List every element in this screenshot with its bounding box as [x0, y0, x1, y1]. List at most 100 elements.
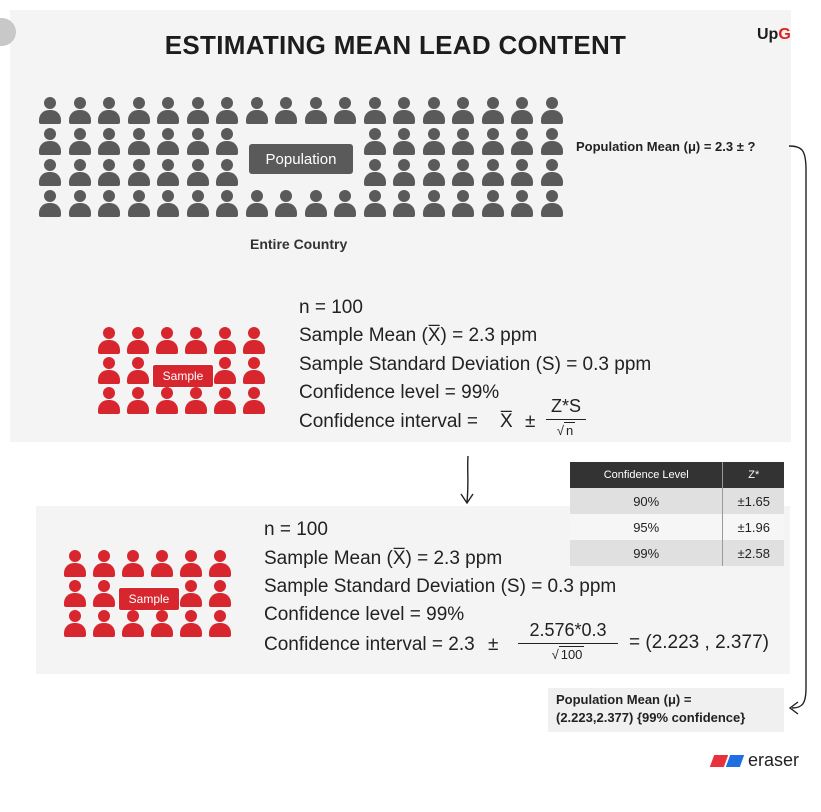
sample-n-bottom: n = 100	[264, 519, 328, 540]
ci-numerator-bottom: 2.576*0.3	[518, 620, 618, 644]
sample-sd-bottom: Sample Standard Deviation (S) = 0.3 ppm	[264, 576, 617, 597]
person-icon	[97, 327, 121, 354]
person-icon	[242, 327, 266, 354]
person-icon	[38, 128, 62, 155]
table-cell: 90%	[570, 488, 724, 514]
population-mean-label: Population Mean (μ) = 2.3 ± ?	[576, 139, 756, 154]
z-table-header-level: Confidence Level	[570, 462, 724, 488]
ci-prefix-bottom: Confidence interval = 2.3	[264, 634, 475, 655]
person-icon	[422, 190, 446, 217]
person-icon	[245, 190, 269, 217]
confidence-level-top: Confidence level = 99%	[299, 382, 500, 403]
person-icon	[68, 97, 92, 124]
table-cell: 99%	[570, 540, 724, 566]
sample-badge-top: Sample	[152, 364, 214, 388]
person-icon	[92, 550, 116, 577]
person-icon	[215, 128, 239, 155]
person-icon	[245, 97, 269, 124]
person-icon	[510, 190, 534, 217]
brand-accent: G	[778, 26, 791, 43]
person-icon	[242, 387, 266, 414]
person-icon	[97, 190, 121, 217]
person-icon	[156, 97, 180, 124]
person-icon	[363, 128, 387, 155]
person-icon	[274, 97, 298, 124]
person-icon	[510, 97, 534, 124]
connector-arrow-icon	[788, 145, 807, 715]
sample-n-top: n = 100	[299, 297, 363, 318]
down-arrow-icon	[460, 455, 474, 505]
sample-mean-top: Sample Mean (X̅) = 2.3 ppm	[299, 325, 538, 346]
ci-pm-bottom: ±	[488, 634, 499, 655]
person-icon	[451, 159, 475, 186]
person-icon	[242, 357, 266, 384]
person-icon	[208, 610, 232, 637]
person-icon	[392, 97, 416, 124]
eraser-mark-blue-icon	[725, 754, 745, 767]
person-icon	[156, 190, 180, 217]
person-icon	[63, 550, 87, 577]
brand-prefix: Up	[757, 26, 779, 43]
table-cell: ±1.96	[722, 514, 784, 540]
eraser-brand: eraser	[748, 750, 800, 770]
person-icon	[451, 190, 475, 217]
z-table-header-z: Z*	[722, 462, 784, 488]
person-icon	[156, 128, 180, 155]
person-icon	[97, 387, 121, 414]
person-icon	[481, 159, 505, 186]
person-icon	[186, 128, 210, 155]
person-icon	[68, 128, 92, 155]
person-icon	[184, 387, 208, 414]
population-badge: Population	[249, 144, 353, 174]
population-caption: Entire Country	[250, 236, 348, 252]
person-icon	[97, 97, 121, 124]
person-icon	[127, 159, 151, 186]
table-row: 99% ±2.58	[570, 540, 784, 566]
person-icon	[392, 159, 416, 186]
ci-denominator-bottom: √ 100	[551, 646, 585, 662]
person-icon	[481, 97, 505, 124]
person-icon	[97, 159, 121, 186]
person-icon	[127, 190, 151, 217]
person-icon	[363, 97, 387, 124]
person-icon	[155, 387, 179, 414]
ci-pm-top: ±	[525, 411, 536, 432]
person-icon	[97, 128, 121, 155]
ci-denominator-top: √ n	[556, 422, 576, 438]
person-icon	[97, 357, 121, 384]
person-icon	[179, 550, 203, 577]
person-icon	[304, 97, 328, 124]
person-icon	[38, 159, 62, 186]
person-icon	[126, 387, 150, 414]
scroll-tab[interactable]	[0, 18, 16, 46]
person-icon	[422, 128, 446, 155]
ci-result: = (2.223 , 2.377)	[629, 632, 769, 653]
final-result-line1: Population Mean (μ) =	[556, 692, 692, 707]
person-icon	[363, 159, 387, 186]
final-result-box: Population Mean (μ) = (2.223,2.377) {99%…	[548, 688, 784, 732]
person-icon	[208, 580, 232, 607]
person-icon	[68, 159, 92, 186]
person-icon	[127, 128, 151, 155]
person-icon	[68, 190, 92, 217]
person-icon	[451, 97, 475, 124]
table-cell: ±1.65	[722, 488, 784, 514]
person-icon	[150, 610, 174, 637]
person-icon	[126, 357, 150, 384]
person-icon	[215, 190, 239, 217]
brand-logo: UpG	[757, 26, 791, 44]
person-icon	[510, 159, 534, 186]
person-icon	[213, 357, 237, 384]
table-row: 95% ±1.96	[570, 514, 784, 540]
person-icon	[333, 190, 357, 217]
person-icon	[186, 97, 210, 124]
person-icon	[63, 580, 87, 607]
sample-mean-bottom: Sample Mean (X̅) = 2.3 ppm	[264, 548, 503, 569]
person-icon	[481, 128, 505, 155]
person-icon	[274, 190, 298, 217]
sample-badge-bottom: Sample	[118, 587, 180, 611]
person-icon	[304, 190, 328, 217]
person-icon	[38, 190, 62, 217]
ci-prefix-top: Confidence interval =	[299, 411, 479, 432]
person-icon	[510, 128, 534, 155]
